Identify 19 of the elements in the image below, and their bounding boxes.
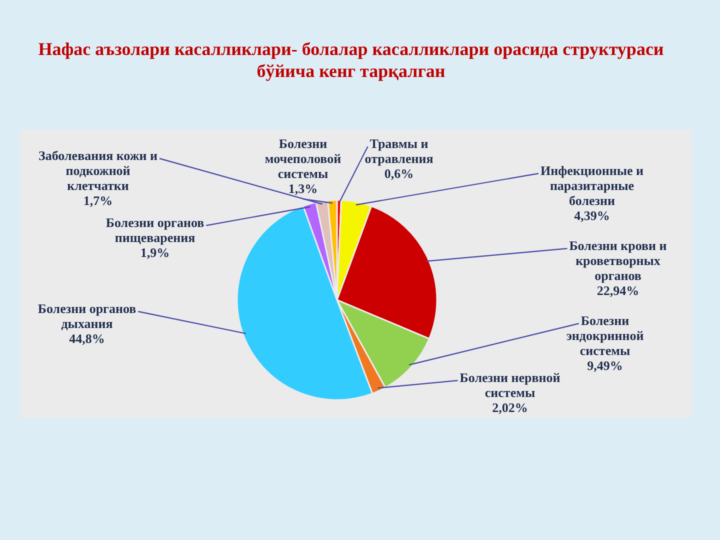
data-label: 1,9%: [140, 244, 170, 260]
slice-label: Болезни эндокринной системы: [566, 312, 644, 358]
data-label: 1,3%: [288, 180, 318, 196]
data-label: 9,49%: [587, 358, 623, 373]
slice-label: Болезни мочеполовой системы: [264, 136, 342, 181]
data-label: 0,6%: [384, 166, 414, 181]
slice-label: Болезни нервной системы: [460, 370, 561, 400]
slice-label: Болезни крови и кроветворных органов: [569, 238, 668, 283]
slice-label: Травмы и отравления: [364, 136, 434, 166]
data-label: 44,8%: [69, 330, 105, 346]
slice-label: Инфекционные и паразитарные болезни: [540, 162, 644, 208]
slice-label: Болезни органов дыхания: [38, 300, 136, 331]
data-label: 2,02%: [492, 400, 528, 415]
slice-label: Болезни органов пищеварения: [106, 214, 204, 245]
chart-title: Нафас аъзолари касалликлари- болалар касалликлари орасида структураси бўйича кенг тарқалган: [37, 38, 665, 82]
data-label: 1,7%: [83, 192, 113, 208]
data-label: 22,94%: [596, 282, 640, 298]
slice-label: Заболевания кожи и подкожной клетчатки: [38, 148, 158, 193]
data-label: 4,39%: [574, 208, 610, 223]
